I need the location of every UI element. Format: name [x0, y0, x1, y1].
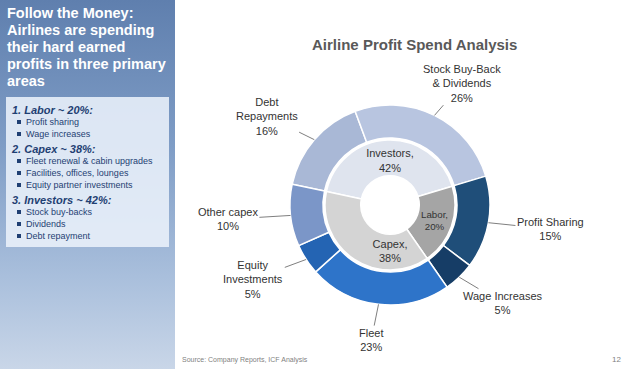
svg-text:Fleet23%: Fleet23% — [359, 327, 383, 353]
html-text:Source: Company Reports, ICF A: Source: Company Reports, ICF Analysis — [182, 356, 308, 363]
svg-text:DebtRepayments16%: DebtRepayments16% — [236, 96, 298, 137]
html-text:1. Labor ~ 20%:: 1. Labor ~ 20%: — [12, 104, 93, 116]
html-text:Profit sharing: Profit sharing — [26, 117, 79, 127]
html-text:Debt repayment: Debt repayment — [26, 231, 90, 241]
html-text:12: 12 — [612, 355, 621, 364]
svg-text:Stock Buy-Back& Dividends26%: Stock Buy-Back& Dividends26% — [423, 63, 501, 104]
html-text:Equity partner investments: Equity partner investments — [26, 180, 133, 190]
html-text:Facilities, offices, lounges: Facilities, offices, lounges — [26, 168, 129, 178]
svg-text:EquityInvestments5%: EquityInvestments5% — [223, 259, 283, 300]
svg-text:Capex,38%: Capex,38% — [373, 238, 408, 264]
html-text:Wage increases: Wage increases — [26, 129, 91, 139]
svg-text:Profit Sharing15%: Profit Sharing15% — [517, 216, 584, 242]
svg-text:Airline Profit Spend Analysis: Airline Profit Spend Analysis — [312, 36, 517, 53]
html-text:3. Investors ~ 42%:: 3. Investors ~ 42%: — [12, 194, 112, 206]
html-text:Fleet renewal & cabin upgrades: Fleet renewal & cabin upgrades — [26, 156, 153, 166]
svg-text:Other capex10%: Other capex10% — [198, 206, 258, 232]
html-text:Follow the Money: Airlines are: Follow the Money: Airlines are spending … — [7, 5, 166, 89]
html-text:2. Capex ~ 38%:: 2. Capex ~ 38%: — [12, 143, 96, 155]
html-text:Dividends: Dividends — [26, 219, 66, 229]
svg-text:Wage Increases5%: Wage Increases5% — [463, 290, 543, 316]
html-text:Stock buy-backs: Stock buy-backs — [26, 207, 92, 217]
svg-text:Labor,20%: Labor,20% — [421, 209, 448, 233]
svg-text:Investors,42%: Investors,42% — [366, 147, 414, 173]
